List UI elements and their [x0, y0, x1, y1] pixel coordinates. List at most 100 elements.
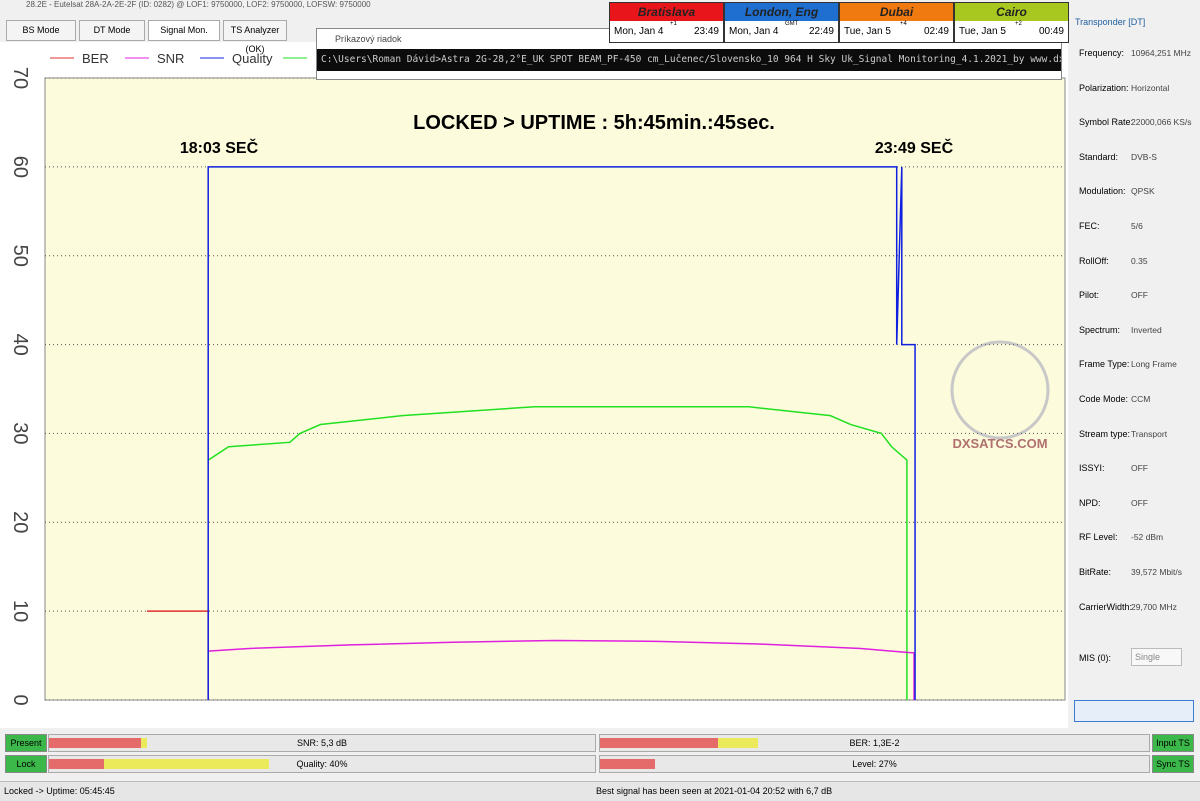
status-button[interactable]: Sync TS [1152, 755, 1194, 773]
field-label: CarrierWidth: [1079, 601, 1133, 612]
field-label: FEC: [1079, 221, 1100, 231]
field-label: NPD: [1079, 497, 1101, 508]
clock: Cairo Tue, Jan 5 +2 00:49 [954, 2, 1069, 43]
clock-row: Tue, Jan 5 +4 02:49 [840, 21, 953, 41]
clock: Bratislava Mon, Jan 4 +1 23:49 [609, 2, 724, 43]
clock-city: Dubai [840, 3, 953, 21]
meter: Quality: 40% [48, 755, 596, 773]
legend-label: Quality [232, 51, 273, 66]
mis-label: MIS (0): [1079, 653, 1112, 663]
y-tick-label: 20 [9, 511, 31, 533]
series-line [207, 166, 916, 700]
tab[interactable]: TS Analyzer (OK) [223, 20, 287, 54]
series-line [207, 406, 908, 700]
clock-date: Mon, Jan 4 [614, 26, 664, 37]
watermark-logo [950, 340, 1050, 440]
field-value: 10964,251 MHz [1131, 48, 1192, 58]
status-left: Locked -> Uptime: 05:45:45 [4, 786, 115, 796]
field-value: 29,700 MHz [1131, 601, 1177, 612]
y-tick-label: 30 [9, 422, 31, 444]
meter-segment [600, 759, 655, 769]
annotation: 23:49 SEČ [875, 138, 954, 157]
meter-segment [49, 759, 104, 769]
meter-text: BER: 1,3E-2 [849, 738, 900, 748]
legend-label: SNR [157, 51, 184, 66]
field-value: Horizontal [1131, 82, 1170, 93]
clock: Dubai Tue, Jan 5 +4 02:49 [839, 2, 954, 43]
y-tick-label: 40 [9, 333, 31, 355]
clock: London, Eng Mon, Jan 4 GMT 22:49 [724, 2, 839, 43]
meter-segment [718, 738, 758, 748]
field-label: ISSYI: [1079, 463, 1105, 474]
field-value: QPSK [1131, 186, 1155, 197]
meter-segment [600, 738, 718, 748]
watermark: DXSATCS.COM [950, 340, 1050, 451]
status-button[interactable]: Input TS [1152, 734, 1194, 752]
legend-label: BER [82, 51, 109, 66]
field-label: Frequency: [1079, 48, 1125, 58]
panel-button[interactable] [1074, 700, 1194, 722]
status-button[interactable]: Lock [5, 755, 47, 773]
y-tick-label: 10 [9, 600, 31, 622]
field-value: 22000,066 KS/s [1131, 117, 1192, 128]
console-text: C:\Users\Roman Dávid>Astra 2G-28,2°E_UK … [317, 49, 1061, 71]
tab[interactable]: BS Mode [6, 20, 76, 41]
field-label: Code Mode: [1079, 394, 1129, 404]
field-value: Long Frame [1131, 359, 1177, 370]
meter: Level: 27% [599, 755, 1150, 773]
y-tick-label: 60 [9, 156, 31, 178]
field-label: Frame Type: [1079, 359, 1130, 370]
field-label: Symbol Rate: [1079, 117, 1134, 128]
mis-dropdown[interactable]: Single [1131, 648, 1182, 666]
field-label: RollOff: [1079, 255, 1109, 266]
field-label: Polarization: [1079, 82, 1129, 93]
field-label: Spectrum: [1079, 324, 1121, 335]
tab[interactable]: Signal Mon. [148, 20, 220, 41]
series-line [208, 639, 915, 700]
clock-row: Mon, Jan 4 +1 23:49 [610, 21, 723, 41]
field-label: Stream type: [1079, 428, 1131, 439]
clock-row: Tue, Jan 5 +2 00:49 [955, 21, 1068, 41]
meter-segment [49, 738, 141, 748]
meter: SNR: 5,3 dB [48, 734, 596, 752]
field-value: 39,572 Mbit/s [1131, 567, 1183, 577]
meter-segment [104, 759, 269, 769]
field-label: BitRate: [1079, 567, 1112, 577]
clock-offset: GMT [785, 21, 799, 27]
field-label: RF Level: [1079, 532, 1118, 543]
clock-date: Tue, Jan 5 [844, 26, 891, 37]
field-value: 0.35 [1131, 255, 1148, 266]
meter-text: Quality: 40% [296, 759, 348, 769]
annotation: 18:03 SEČ [180, 138, 259, 157]
field-value: CCM [1131, 394, 1151, 404]
field-value: -52 dBm [1131, 532, 1164, 543]
meter: BER: 1,3E-2 [599, 734, 1150, 752]
clock-offset: +1 [670, 21, 677, 27]
clock-city: Bratislava [610, 3, 723, 21]
field-value: Inverted [1131, 324, 1162, 335]
annotation: LOCKED > UPTIME : 5h:45min.:45sec. [413, 112, 775, 134]
meter-segment [141, 738, 147, 748]
watermark-text: DXSATCS.COM [952, 436, 1047, 451]
clock-city: Cairo [955, 3, 1068, 21]
meter-text: Level: 27% [852, 759, 897, 769]
y-tick-label: 0 [9, 694, 31, 705]
meter-text: SNR: 5,3 dB [296, 738, 348, 748]
status-button[interactable]: Present [5, 734, 47, 752]
y-tick-label: 50 [9, 245, 31, 267]
window-title: 28.2E - Eutelsat 28A-2A-2E-2F (ID: 0282)… [26, 0, 371, 9]
clock-row: Mon, Jan 4 GMT 22:49 [725, 21, 838, 41]
tab[interactable]: DT Mode [79, 20, 145, 41]
field-label: Modulation: [1079, 186, 1126, 197]
plot-area [44, 77, 1066, 701]
panel-title: Transponder [DT] [1075, 17, 1146, 27]
field-value: 5/6 [1131, 221, 1143, 231]
clock-offset: +4 [900, 21, 907, 27]
y-tick-label: 70 [9, 67, 31, 89]
clock-time: 02:49 [923, 26, 949, 37]
console-title: Príkazový riadok [335, 34, 402, 44]
clock-date: Mon, Jan 4 [729, 26, 779, 37]
field-value: OFF [1131, 463, 1148, 474]
console-window[interactable]: Príkazový riadok C:\Users\Roman Dávid>As… [316, 28, 1062, 80]
